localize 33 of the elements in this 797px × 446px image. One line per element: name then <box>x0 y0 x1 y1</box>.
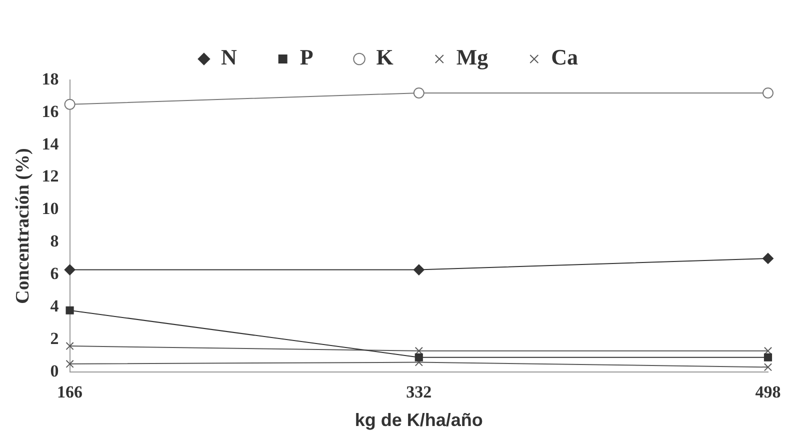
y-tick-label: 8 <box>50 232 59 251</box>
point <box>64 264 76 276</box>
legend-label: K <box>376 44 394 70</box>
legend-label: N <box>220 44 237 70</box>
legend-label: P <box>300 44 314 70</box>
y-tick-label: 12 <box>42 166 59 186</box>
legend-label: Mg <box>456 44 488 70</box>
legend-label: Ca <box>551 44 578 70</box>
y-axis-title: Concentración (%) <box>12 148 34 304</box>
y-tick-label: 14 <box>42 134 60 154</box>
point <box>762 252 774 264</box>
point <box>413 87 424 98</box>
point <box>413 264 424 276</box>
y-tick-label: 16 <box>42 102 59 121</box>
point <box>66 306 74 314</box>
y-tick-label: 2 <box>50 328 59 348</box>
y-tick-label: 4 <box>50 296 60 316</box>
x-tick-label: 498 <box>755 382 781 402</box>
point <box>414 353 423 362</box>
point <box>66 360 74 368</box>
x-axis-title: kg de K/ha/año <box>354 410 483 430</box>
x-tick-label: 166 <box>57 382 83 402</box>
y-tick-label: 10 <box>42 199 59 218</box>
x-tick-label: 332 <box>406 382 432 402</box>
point <box>414 346 423 355</box>
point <box>64 98 76 110</box>
y-tick-label: 6 <box>50 264 59 284</box>
y-tick-label: 0 <box>50 361 59 380</box>
point <box>66 342 74 350</box>
point <box>762 87 774 98</box>
y-tick-label: 18 <box>42 69 59 88</box>
point <box>764 353 772 362</box>
point <box>764 363 772 372</box>
